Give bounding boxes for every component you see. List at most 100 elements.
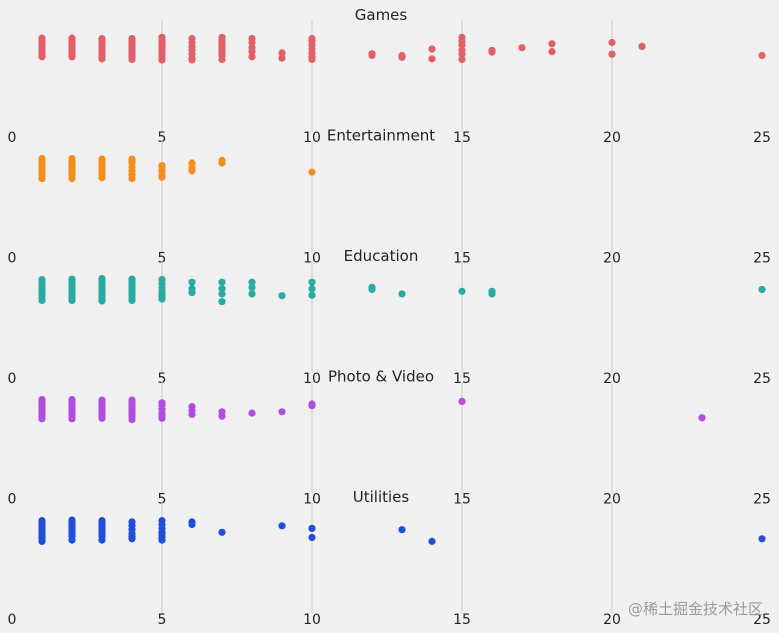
data-point [758,51,766,60]
data-point [548,40,556,48]
data-point [308,402,316,410]
data-point [188,278,196,286]
data-point [158,163,166,171]
data-point [458,397,466,405]
panel-title: Entertainment [327,127,435,145]
data-point [608,50,616,58]
x-tick-label: 25 [753,371,771,387]
data-point [308,533,316,542]
data-point [308,168,316,176]
data-point [428,537,436,546]
x-tick-label: 0 [8,251,17,267]
panel-utilities: Utilities 0 5 10 15 20 25 [8,488,771,628]
data-point [398,53,406,61]
data-point [98,297,106,305]
data-point [698,414,706,422]
data-point [158,56,166,64]
panel-title: Education [344,247,419,265]
data-point [188,289,196,297]
data-point [128,296,136,304]
panel-photo-video: Photo & Video 0 5 10 15 20 25 [8,368,771,508]
data-point [188,56,196,64]
data-point [518,44,526,52]
data-point [308,291,316,299]
x-tick-label: 5 [158,492,167,508]
data-point [128,55,136,64]
data-point [278,522,286,530]
x-tick-label: 25 [753,130,771,146]
data-point [188,167,196,175]
data-point [308,55,316,64]
data-point [308,285,316,293]
data-point [248,38,256,47]
x-tick-label: 25 [753,251,771,267]
data-point [38,175,46,183]
data-point [248,283,256,291]
panel-education: Education 0 5 10 15 20 25 [8,247,771,387]
x-tick-label: 15 [453,251,471,267]
x-tick-label: 0 [8,371,17,387]
data-point [488,48,496,56]
data-point [218,528,226,536]
data-point [278,408,286,416]
data-point [248,290,256,298]
x-tick-label: 15 [453,612,471,628]
data-point [218,159,226,167]
data-point [38,537,46,546]
data-point [68,536,76,544]
data-point [458,55,466,64]
x-tick-label: 10 [303,612,321,628]
x-tick-label: 5 [158,612,167,628]
panel-title: Utilities [353,488,410,506]
x-tick-label: 20 [603,251,621,267]
data-point [68,175,76,183]
data-point [158,173,166,181]
data-point [458,287,466,295]
panel-title: Games [355,6,408,24]
data-point [758,285,766,294]
data-point [248,53,256,61]
data-point [98,536,106,544]
data-point [158,536,166,544]
data-point [428,45,436,53]
data-point [638,42,646,51]
data-point [128,535,136,543]
x-tick-label: 5 [158,251,167,267]
x-tick-label: 5 [158,130,167,146]
data-point [68,53,76,61]
x-tick-label: 20 [603,492,621,508]
data-point [128,416,136,424]
x-tick-label: 5 [158,371,167,387]
data-point [38,53,46,61]
x-tick-label: 20 [603,371,621,387]
data-point [278,54,286,62]
data-point [188,410,196,418]
x-tick-label: 15 [453,492,471,508]
data-point [218,285,226,293]
x-tick-label: 0 [8,130,17,146]
data-point [428,55,436,63]
data-point [368,51,376,60]
x-tick-label: 25 [753,612,771,628]
data-point [98,55,106,63]
data-point [398,526,406,534]
data-point [218,412,226,420]
data-point [158,414,166,422]
watermark-text: @稀土掘金技术社区 [627,600,763,618]
data-point [758,535,766,543]
data-point [278,49,286,57]
data-point [548,48,556,56]
data-point [608,38,616,47]
data-point [488,290,496,298]
x-tick-label: 15 [453,371,471,387]
x-tick-label: 10 [303,251,321,267]
data-point [398,290,406,298]
data-point [68,415,76,423]
data-point [158,295,166,303]
data-point [218,290,226,298]
data-point [278,292,286,300]
panel-title: Photo & Video [328,368,434,386]
x-tick-label: 20 [603,612,621,628]
data-point [98,414,106,422]
data-point [188,520,196,529]
